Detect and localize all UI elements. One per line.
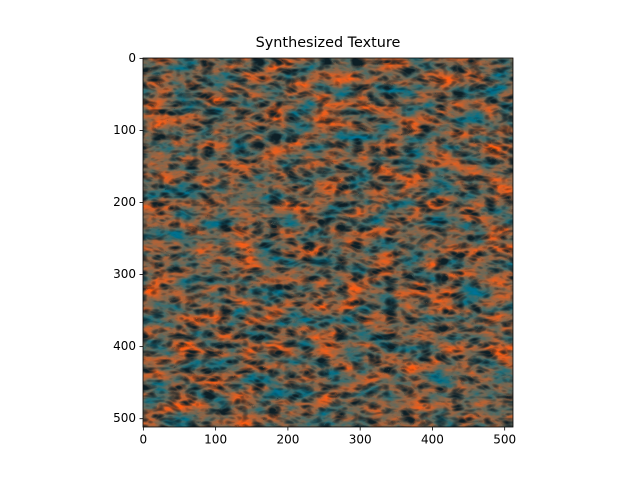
texture-image	[143, 58, 513, 427]
x-tick-label: 200	[276, 433, 299, 447]
chart-title: Synthesized Texture	[256, 35, 401, 51]
y-tick-label: 100	[113, 123, 136, 137]
x-tick-label: 0	[140, 433, 148, 447]
y-tick-label: 300	[113, 267, 136, 281]
y-tick-label: 0	[128, 51, 136, 65]
x-tick-label: 100	[204, 433, 227, 447]
y-tick-label: 500	[113, 411, 136, 425]
x-tick-label: 300	[349, 433, 372, 447]
axes-frame	[142, 57, 514, 428]
x-tick-label: 400	[421, 433, 444, 447]
x-tick-label: 500	[493, 433, 516, 447]
y-tick-label: 400	[113, 339, 136, 353]
y-tick-label: 200	[113, 195, 136, 209]
